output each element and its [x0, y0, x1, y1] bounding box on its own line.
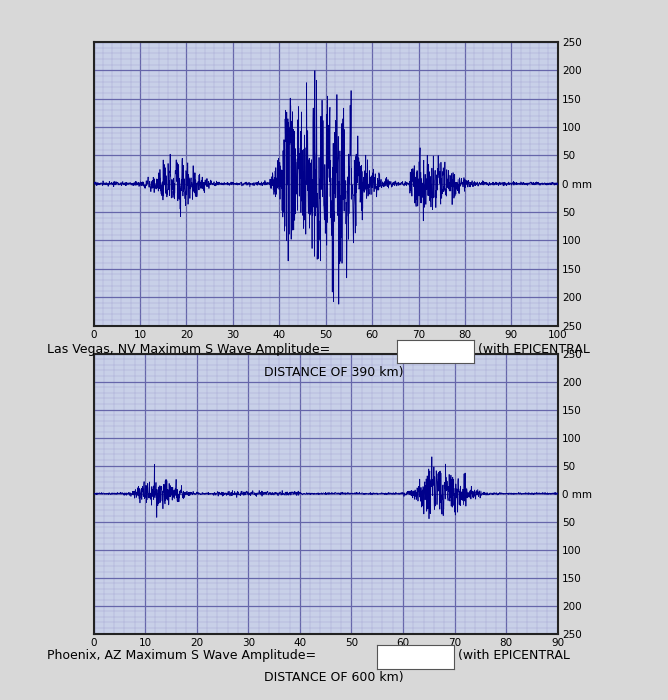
Text: (with EPICENTRAL: (with EPICENTRAL — [478, 344, 589, 356]
Text: (with EPICENTRAL: (with EPICENTRAL — [458, 650, 569, 662]
Text: DISTANCE OF 390 km): DISTANCE OF 390 km) — [265, 366, 403, 379]
Text: Phoenix, AZ Maximum S Wave Amplitude=: Phoenix, AZ Maximum S Wave Amplitude= — [47, 650, 316, 662]
Text: DISTANCE OF 600 km): DISTANCE OF 600 km) — [264, 671, 404, 684]
Text: Las Vegas, NV Maximum S Wave Amplitude=: Las Vegas, NV Maximum S Wave Amplitude= — [47, 344, 330, 356]
